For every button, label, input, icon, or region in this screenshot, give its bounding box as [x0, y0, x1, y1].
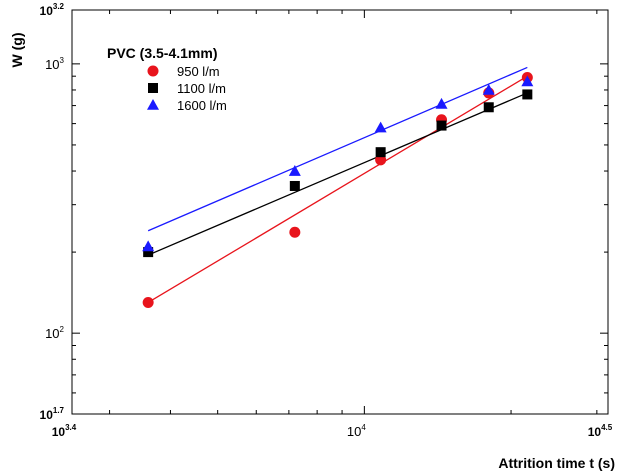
x-tick-label: 104: [347, 423, 366, 439]
legend-title: PVC (3.5-4.1mm): [107, 45, 217, 61]
x-tick-label: 103.4: [52, 423, 77, 439]
legend: PVC (3.5-4.1mm) 950 l/m 1100 l/m 1600 l/m: [107, 45, 227, 113]
legend-label-1: 950 l/m: [177, 64, 220, 79]
legend-marker-2: [148, 83, 158, 93]
data-point-3: [288, 165, 301, 176]
x-tick-label: 104.5: [588, 423, 613, 439]
legend-label-2: 1100 l/m: [177, 81, 226, 96]
legend-marker-3: [147, 99, 159, 110]
fit-lines: [147, 66, 528, 304]
y-tick-label: 103: [45, 56, 64, 72]
y-tick-label: 101.7: [40, 406, 65, 422]
y-axis-label: W (g): [9, 33, 25, 68]
data-point-2: [143, 247, 154, 258]
axis-tick-labels: 103.4 104 104.5 101.7 102 103 103.2: [40, 2, 613, 439]
fit-line-1: [147, 75, 528, 304]
plot-frame: [71, 9, 609, 415]
data-point-2: [375, 147, 386, 158]
data-points: [142, 71, 534, 308]
data-point-3: [521, 75, 534, 87]
legend-marker-1: [147, 65, 159, 77]
data-point-1: [142, 296, 154, 308]
data-point-2: [483, 102, 494, 113]
x-axis-label: Attrition time t (s): [498, 455, 615, 471]
y-tick-label: 102: [45, 325, 64, 341]
fit-line-3: [147, 66, 528, 232]
data-point-2: [522, 89, 533, 100]
data-point-2: [289, 180, 300, 191]
data-point-3: [142, 240, 155, 252]
legend-label-3: 1600 l/m: [177, 98, 227, 113]
fit-line-2: [147, 92, 528, 256]
data-point-3: [435, 97, 448, 109]
data-point-3: [374, 121, 387, 133]
axis-ticks: [72, 10, 608, 414]
data-point-2: [436, 120, 447, 131]
data-point-3: [482, 83, 495, 95]
data-point-1: [289, 226, 301, 238]
y-tick-label: 103.2: [40, 2, 65, 18]
